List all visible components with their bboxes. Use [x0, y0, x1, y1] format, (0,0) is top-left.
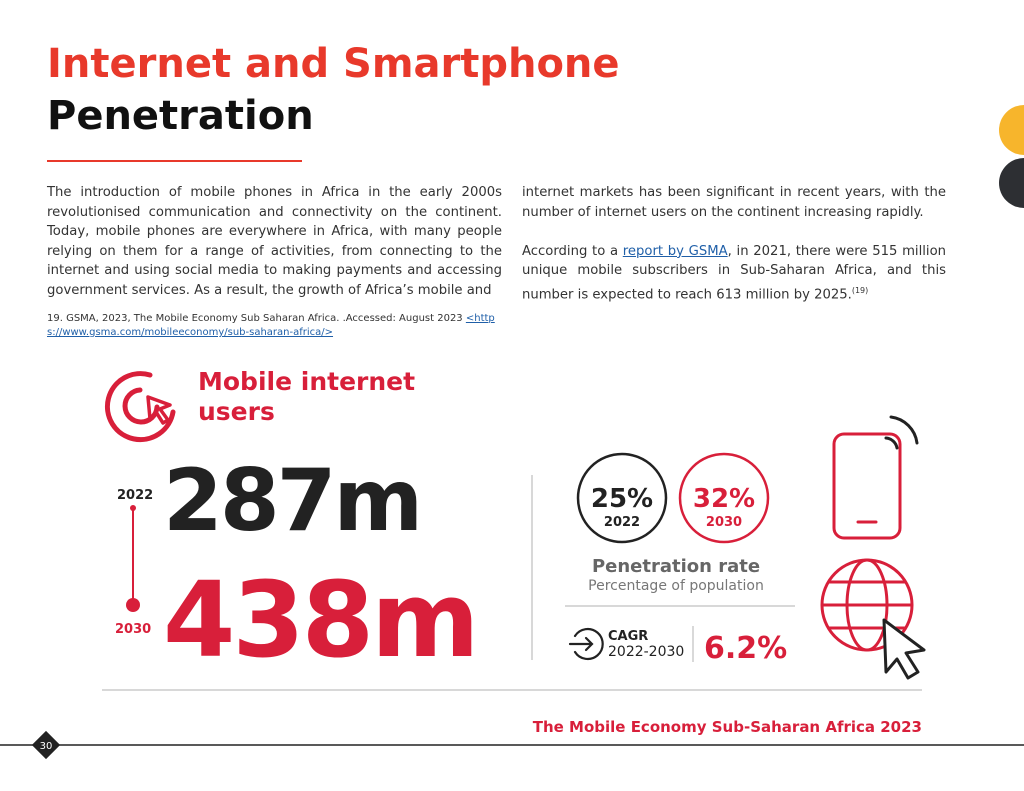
page-marker [31, 730, 61, 760]
footnote: 19. GSMA, 2023, The Mobile Economy Sub S… [47, 312, 507, 340]
heading-line1: Mobile internet [198, 367, 415, 396]
cagr-label: CAGR [608, 629, 648, 644]
column2: internet markets has been significant in… [522, 183, 946, 305]
timeline-dot [126, 598, 140, 612]
footnote-ref: (19) [851, 285, 869, 295]
cagr-value: 6.2% [704, 631, 787, 666]
rate-year: 2022 [604, 515, 640, 530]
deco-circle [999, 158, 1024, 208]
rate-title: Penetration rate [592, 556, 760, 577]
arrow-icon [568, 627, 604, 661]
link[interactable]: report by GSMA [622, 243, 728, 259]
title-line1: Internet and Smartphone [47, 41, 620, 87]
rate-value: 25% [591, 484, 653, 514]
phone-icon [832, 415, 919, 540]
text: According to a [522, 243, 623, 259]
rate-year: 2030 [706, 515, 742, 530]
column1: The introduction of mobile phones in Afr… [47, 185, 502, 298]
cursor-icon [882, 618, 926, 680]
globe-icon [820, 558, 914, 652]
heading-line2: users [198, 397, 275, 426]
text: 19. GSMA, 2023, The Mobile Economy Sub S… [47, 313, 466, 324]
value-2022: 287m [163, 451, 420, 551]
rate-circle [576, 452, 668, 544]
rate-circle [678, 452, 770, 544]
publication: The Mobile Economy Sub-Saharan Africa 20… [533, 718, 922, 736]
click-icon [104, 371, 176, 443]
cagr-period: 2022-2030 [608, 644, 684, 660]
timeline-dot [130, 505, 136, 511]
year-label: 2022 [117, 488, 153, 503]
text: , in 2021, there were 515 million unique… [522, 243, 947, 303]
deco-circle [999, 105, 1024, 155]
paragraph: According to a report by GSMA, in 2021, … [522, 242, 946, 305]
page-number: 30 [40, 741, 53, 752]
rate-value: 32% [693, 484, 755, 514]
link[interactable]: <https://www.gsma.com/mobileeconomy/sub-… [47, 313, 495, 338]
rate-subtitle: Percentage of population [588, 578, 764, 594]
title-line2: Penetration [47, 93, 314, 139]
value-2030: 438m [163, 559, 476, 681]
paragraph: internet markets has been significant in… [522, 185, 946, 220]
year-label: 2030 [115, 622, 151, 637]
